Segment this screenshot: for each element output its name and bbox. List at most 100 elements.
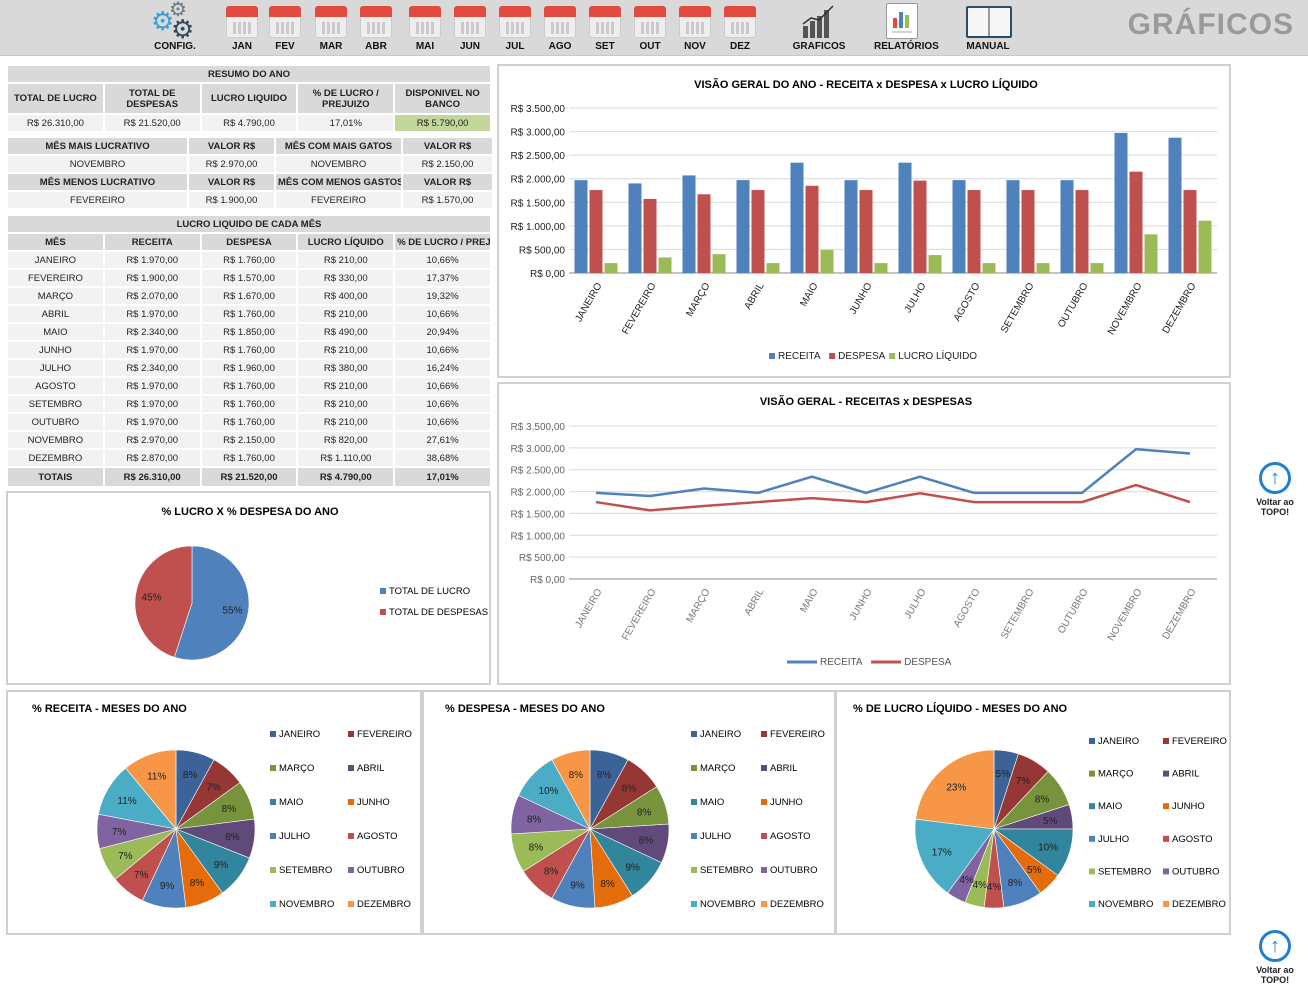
y-tick-label: R$ 3.000,00 (511, 128, 566, 139)
bar-despesa (697, 194, 711, 273)
pie-slice-total-de-lucro (174, 545, 250, 661)
legend-swatch (691, 867, 697, 873)
chart-title: % RECEITA - MESES DO ANO (32, 703, 187, 715)
bar-receita (1168, 137, 1182, 273)
legend-label: NOVEMBRO (279, 899, 334, 910)
table-cell: MÊS COM MENOS GASTOS (274, 172, 403, 192)
legend-label: MARÇO (700, 763, 735, 774)
table-cell: NOVEMBRO (6, 430, 105, 450)
bar-despesa (1021, 190, 1035, 273)
bar-despesa (967, 190, 981, 273)
book-icon (966, 6, 1012, 38)
y-tick-label: R$ 1.000,00 (511, 531, 566, 542)
table-cell: DESPESA (199, 232, 299, 252)
bar-despesa (1183, 190, 1197, 273)
pie-data-label: 5% (1027, 865, 1042, 876)
table-row: DEZEMBRO R$ 2.870,00 R$ 1.760,00 R$ 1.110,0… (6, 448, 492, 468)
table-cell: R$ 330,00 (296, 268, 396, 288)
bar-despesa (643, 198, 657, 273)
table-cell: 10,66% (393, 394, 492, 414)
bar-lucro-líquido (766, 263, 780, 273)
legend-label: JANEIRO (1098, 736, 1139, 747)
legend-label: MAIO (700, 797, 724, 808)
table-row: TOTAL DE LUCRO TOTAL DE DESPESAS LUCRO LIQ… (6, 82, 492, 115)
legend-swatch (769, 353, 775, 359)
pie-data-label: 8% (222, 804, 237, 815)
x-tick-label: NOVEMBRO (1106, 281, 1145, 337)
legend-swatch (691, 799, 697, 805)
table-row: MÊS RECEITA DESPESA LUCRO LÍQUIDO% DE LUCRO… (6, 232, 492, 252)
pie-data-label: 11% (117, 796, 136, 807)
calendar-icon (589, 6, 621, 38)
voltar-ao-topo-button[interactable]: ↑ Voltar ao TOPO! (1250, 930, 1300, 985)
table-cell: 16,24% (393, 358, 492, 378)
legend-label: RECEITA (820, 657, 863, 668)
legend-swatch (761, 799, 767, 805)
table-row: MÊS MAIS LUCRATIVO VALOR R$ MÊS COM MAIS G… (6, 136, 494, 156)
table-cell: R$ 2.150,00 (199, 430, 299, 450)
pie-data-label: 8% (597, 770, 612, 781)
calendar-icon (724, 6, 756, 38)
legend-label: JUNHO (357, 797, 390, 808)
legend-swatch (270, 799, 276, 805)
table-cell: VALOR R$ (401, 136, 494, 156)
table-row: R$ 26.310,00 R$ 21.520,00 R$ 4.790,00 17,01… (6, 113, 492, 133)
table-cell: MÊS MAIS LUCRATIVO (6, 136, 189, 156)
legend-swatch (348, 765, 354, 771)
legend-swatch (270, 833, 276, 839)
calendar-icon (226, 6, 258, 38)
calendar-icon (269, 6, 301, 38)
table-cell: R$ 1.760,00 (199, 250, 299, 270)
calendar-icon (409, 6, 441, 38)
bar-lucro-líquido (1144, 234, 1158, 273)
pie-data-label: 8% (600, 879, 615, 890)
chart-title: % LUCRO X % DESPESA DO ANO (161, 506, 338, 518)
table-cell: 17,01% (393, 466, 492, 488)
table-cell: R$ 2.150,00 (401, 154, 494, 174)
pie-data-label: 7% (118, 851, 133, 862)
calendar-icon (634, 6, 666, 38)
table-cell: 17,01% (296, 113, 396, 133)
table-cell: FEVEREIRO (274, 190, 403, 210)
pie-data-label: 4% (987, 882, 1002, 893)
toolbar-label: MAR (319, 41, 343, 52)
table-row: JULHO R$ 2.340,00 R$ 1.960,00 R$ 380,00 16,2… (6, 358, 492, 378)
pie-data-label: 9% (625, 863, 640, 874)
table-row: FEVEREIRO R$ 1.900,00 FEVEREIRO R$ 1.570,00 (6, 190, 494, 210)
y-tick-label: R$ 1.500,00 (511, 509, 566, 520)
table-cell: LUCRO LIQUIDO (199, 82, 299, 115)
legend-swatch (1089, 835, 1095, 842)
table-cell: VALOR R$ (187, 136, 276, 156)
pie-slice-total-de-despesas (134, 545, 193, 658)
table-cell: R$ 1.970,00 (102, 394, 202, 414)
pie-data-label: 8% (183, 770, 198, 781)
table-cell: TOTAL DE DESPESAS (102, 82, 202, 115)
table-cell: R$ 1.760,00 (199, 394, 299, 414)
table-cell: R$ 1.970,00 (102, 412, 202, 432)
table-cell: R$ 210,00 (296, 250, 396, 270)
chart-title: % DESPESA - MESES DO ANO (445, 703, 605, 715)
toolbar-label: JUL (505, 41, 525, 52)
pie-slice-novembro (914, 818, 995, 894)
legend-label: JUNHO (1172, 801, 1205, 812)
bar-despesa (913, 180, 927, 273)
table-cell: 10,66% (393, 376, 492, 396)
table-cell: 10,66% (393, 340, 492, 360)
table-row: MÊS MENOS LUCRATIVO VALOR R$ MÊS COM MENOS… (6, 172, 494, 192)
table-cell: MÊS MENOS LUCRATIVO (6, 172, 189, 192)
bar-lucro-líquido (1198, 220, 1212, 273)
legend-label: DEZEMBRO (357, 899, 411, 910)
table-cell: NOVEMBRO (274, 154, 403, 174)
table-cell: MAIO (6, 322, 105, 342)
toolbar-label: MANUAL (966, 41, 1010, 52)
legend-swatch (1163, 803, 1169, 810)
pie-receita-panel: % RECEITA - MESES DO ANO 8% 7% 8% 8% 9% 8% 9% 7%… (6, 690, 422, 935)
voltar-ao-topo-button[interactable]: ↑ Voltar ao TOPO! (1250, 462, 1300, 517)
calendar-icon (544, 6, 576, 38)
table-cell: ABRIL (6, 304, 105, 324)
table-row: MAIO R$ 2.340,00 R$ 1.850,00 R$ 490,00 20,94… (6, 322, 492, 342)
legend-swatch (348, 731, 354, 737)
table-row: MARÇO R$ 2.070,00 R$ 1.670,00 R$ 400,00 19,3… (6, 286, 492, 306)
pie-data-label: 8% (1008, 878, 1023, 889)
bar-lucro-líquido (1036, 263, 1050, 273)
